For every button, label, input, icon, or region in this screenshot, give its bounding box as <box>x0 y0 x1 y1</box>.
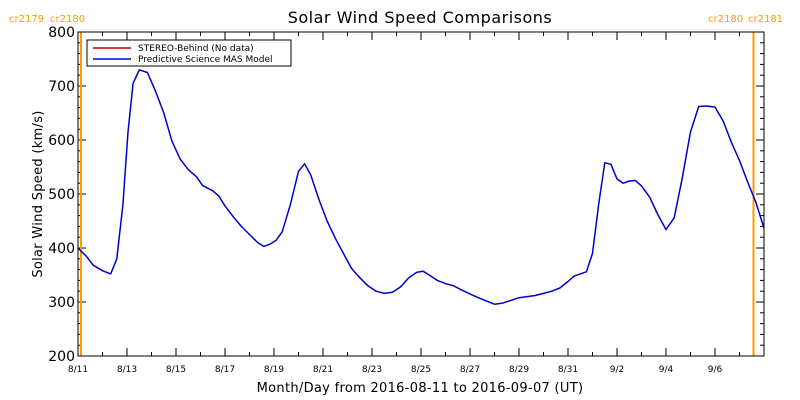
x-tick-label: 8/11 <box>68 365 88 375</box>
carrington-label-left-old: cr2179 <box>9 14 44 25</box>
x-tick-label: 9/4 <box>659 365 674 375</box>
y-tick-label: 800 <box>48 25 75 41</box>
x-tick-label: 8/29 <box>509 365 529 375</box>
carrington-label-right-new: cr2181 <box>748 14 783 25</box>
carrington-markers <box>80 32 755 356</box>
y-axis: 200 300 400 500 600 700 800 <box>48 25 764 365</box>
legend: STEREO-Behind (No data) Predictive Scien… <box>86 39 292 67</box>
legend-entry-stereo: STEREO-Behind (No data) <box>138 44 254 54</box>
x-tick-label: 9/6 <box>708 365 723 375</box>
carrington-label-left-new: cr2180 <box>50 14 85 25</box>
x-tick-label: 8/13 <box>117 365 137 375</box>
x-tick-label: 8/21 <box>313 365 333 375</box>
legend-entry-mas: Predictive Science MAS Model <box>138 55 273 65</box>
x-tick-label: 8/27 <box>460 365 480 375</box>
y-tick-label: 500 <box>48 187 75 203</box>
x-tick-label: 8/31 <box>558 365 578 375</box>
y-tick-label: 700 <box>48 79 75 95</box>
plot-frame <box>77 31 765 357</box>
x-tick-label: 9/2 <box>610 365 624 375</box>
y-tick-label: 300 <box>48 295 75 311</box>
series-layer <box>77 69 765 305</box>
x-axis: 8/11 8/13 8/15 8/17 8/19 8/21 8/23 8/25 8/27 8/29… <box>68 32 765 375</box>
x-axis-title: Month/Day from 2016-08-11 to 2016-09-07 … <box>257 381 584 396</box>
chart-title: Solar Wind Speed Comparisons <box>288 8 553 27</box>
x-tick-label: 8/23 <box>362 365 382 375</box>
x-tick-label: 8/25 <box>411 365 431 375</box>
series-line-mas-model <box>77 69 765 305</box>
x-tick-label: 8/15 <box>166 365 186 375</box>
x-tick-label: 8/17 <box>215 365 235 375</box>
legend-box <box>86 39 292 67</box>
y-tick-label: 400 <box>48 241 75 257</box>
carrington-label-right-old: cr2180 <box>708 14 743 25</box>
y-axis-title: Solar Wind Speed (km/s) <box>31 110 46 277</box>
x-tick-label: 8/19 <box>264 365 284 375</box>
y-tick-label: 600 <box>48 133 75 149</box>
y-tick-label: 200 <box>48 349 75 365</box>
